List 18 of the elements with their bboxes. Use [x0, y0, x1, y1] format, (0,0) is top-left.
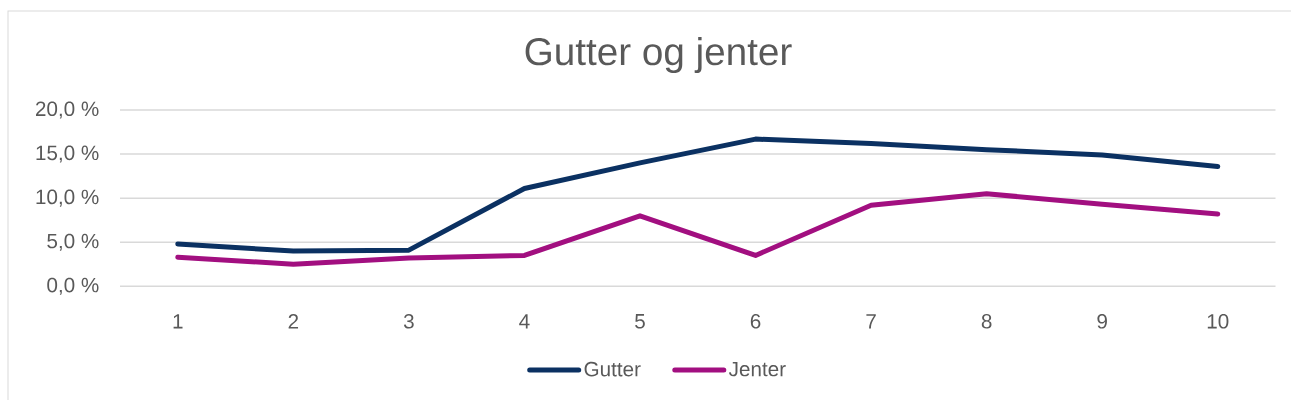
x-tick-label: 10 — [1207, 313, 1229, 329]
x-tick-label: 4 — [519, 314, 530, 329]
x-tick-label: 8 — [981, 313, 992, 329]
x-tick-label: 7 — [866, 314, 876, 329]
y-tick-label: 10,0 % — [36, 189, 99, 207]
x-tick-label: 3 — [403, 313, 414, 329]
x-tick-label: 2 — [288, 314, 299, 329]
legend-label: Jenter — [728, 361, 786, 377]
x-tick-label: 1 — [173, 314, 183, 329]
chart-title: Gutter og jenter — [525, 36, 792, 74]
y-tick-label: 0,0 % — [47, 277, 99, 295]
legend-label: Gutter — [584, 361, 641, 377]
y-tick-label: 5,0 % — [47, 233, 99, 251]
x-tick-label: 6 — [750, 313, 761, 329]
y-tick-label: 15,0 % — [36, 145, 99, 163]
x-tick-label: 9 — [1097, 313, 1107, 329]
y-tick-label: 20,0 % — [36, 101, 99, 119]
x-tick-label: 5 — [635, 314, 645, 329]
